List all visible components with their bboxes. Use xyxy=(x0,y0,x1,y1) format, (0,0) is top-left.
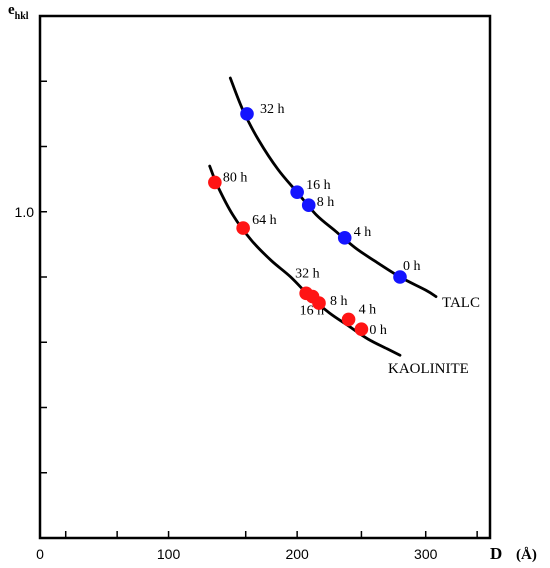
x-tick-label-0: 0 xyxy=(36,546,44,562)
x-axis-unit: (Å) xyxy=(516,547,537,563)
kaolinite-point-label-5: 4 h xyxy=(359,302,377,317)
talc-point-1 xyxy=(290,185,304,199)
talc-point-label-3: 4 h xyxy=(354,225,372,240)
talc-point-label-0: 32 h xyxy=(260,102,285,117)
talc-point-4 xyxy=(393,270,407,284)
x-tick-label-2: 200 xyxy=(285,546,309,562)
y-axis-label-sub: hkl xyxy=(15,11,29,22)
y-axis-label: ehkl xyxy=(8,2,29,22)
kaolinite-point-label-0: 80 h xyxy=(223,170,248,185)
kaolinite-point-label-4: 8 h xyxy=(330,294,348,309)
y-axis-label-main: e xyxy=(8,2,15,18)
talc-point-label-4: 0 h xyxy=(403,259,421,274)
kaolinite-point-1 xyxy=(236,221,250,235)
talc-point-2 xyxy=(301,198,316,213)
kaolinite-point-0 xyxy=(208,175,222,190)
talc-point-label-2: 8 h xyxy=(317,195,335,210)
x-tick-label-3: 300 xyxy=(414,546,438,562)
plot-frame xyxy=(38,14,492,540)
talc-point-3 xyxy=(337,231,352,245)
talc-series-label: TALC xyxy=(442,295,480,311)
talc-point-0 xyxy=(240,107,254,121)
kaolinite-point-4 xyxy=(312,296,326,310)
x-tick-label-1: 100 xyxy=(157,546,181,562)
kaolinite-point-5 xyxy=(341,312,356,327)
kaolinite-point-label-2: 32 h xyxy=(295,266,320,281)
kaolinite-point-label-1: 64 h xyxy=(252,213,277,228)
kaolinite-point-label-6: 0 h xyxy=(369,323,387,338)
axis-ticks: 0 100 200 300 1.0 xyxy=(15,80,478,562)
kaolinite-point-6 xyxy=(354,322,369,337)
kaolinite-curve xyxy=(208,164,402,357)
talc-point-label-1: 16 h xyxy=(306,178,331,193)
x-axis-label: D xyxy=(490,544,502,563)
y-tick-label-0: 1.0 xyxy=(15,204,35,220)
kaolinite-series-label: KAOLINITE xyxy=(388,361,469,377)
